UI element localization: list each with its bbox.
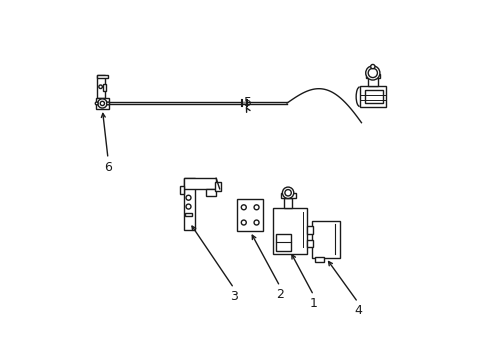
Circle shape — [254, 205, 259, 210]
Circle shape — [98, 99, 107, 108]
Circle shape — [254, 220, 259, 225]
Text: 1: 1 — [309, 297, 317, 310]
Bar — [365, 75, 379, 78]
Circle shape — [367, 68, 377, 77]
Circle shape — [282, 187, 293, 198]
Text: 6: 6 — [104, 161, 112, 174]
Circle shape — [95, 102, 98, 105]
Text: 2: 2 — [275, 288, 284, 301]
Circle shape — [241, 220, 246, 225]
Circle shape — [185, 204, 191, 209]
Bar — [180, 186, 184, 194]
Bar — [364, 90, 382, 103]
Bar — [306, 239, 312, 247]
Circle shape — [99, 85, 102, 89]
Bar — [284, 198, 291, 208]
Bar — [280, 193, 295, 198]
Text: 5: 5 — [244, 96, 251, 109]
Circle shape — [285, 190, 291, 196]
Bar — [367, 77, 377, 86]
Bar — [96, 98, 109, 109]
Bar — [272, 208, 306, 255]
Circle shape — [185, 195, 191, 200]
Bar — [102, 84, 106, 91]
Bar — [97, 76, 105, 99]
Bar — [184, 178, 216, 189]
Bar — [184, 178, 195, 230]
Text: 3: 3 — [229, 290, 237, 303]
Bar — [185, 213, 192, 216]
Bar — [359, 86, 386, 107]
Circle shape — [241, 205, 246, 210]
Bar — [241, 102, 247, 104]
Bar — [205, 189, 216, 196]
Bar — [97, 75, 108, 78]
Bar — [237, 199, 263, 231]
Bar — [315, 257, 324, 262]
Bar — [276, 234, 290, 251]
Circle shape — [370, 64, 374, 69]
Bar — [306, 226, 312, 234]
Text: 4: 4 — [353, 304, 361, 317]
Circle shape — [365, 66, 379, 80]
Circle shape — [106, 102, 109, 105]
Circle shape — [100, 101, 104, 105]
Bar — [311, 221, 340, 258]
Bar — [215, 182, 220, 191]
